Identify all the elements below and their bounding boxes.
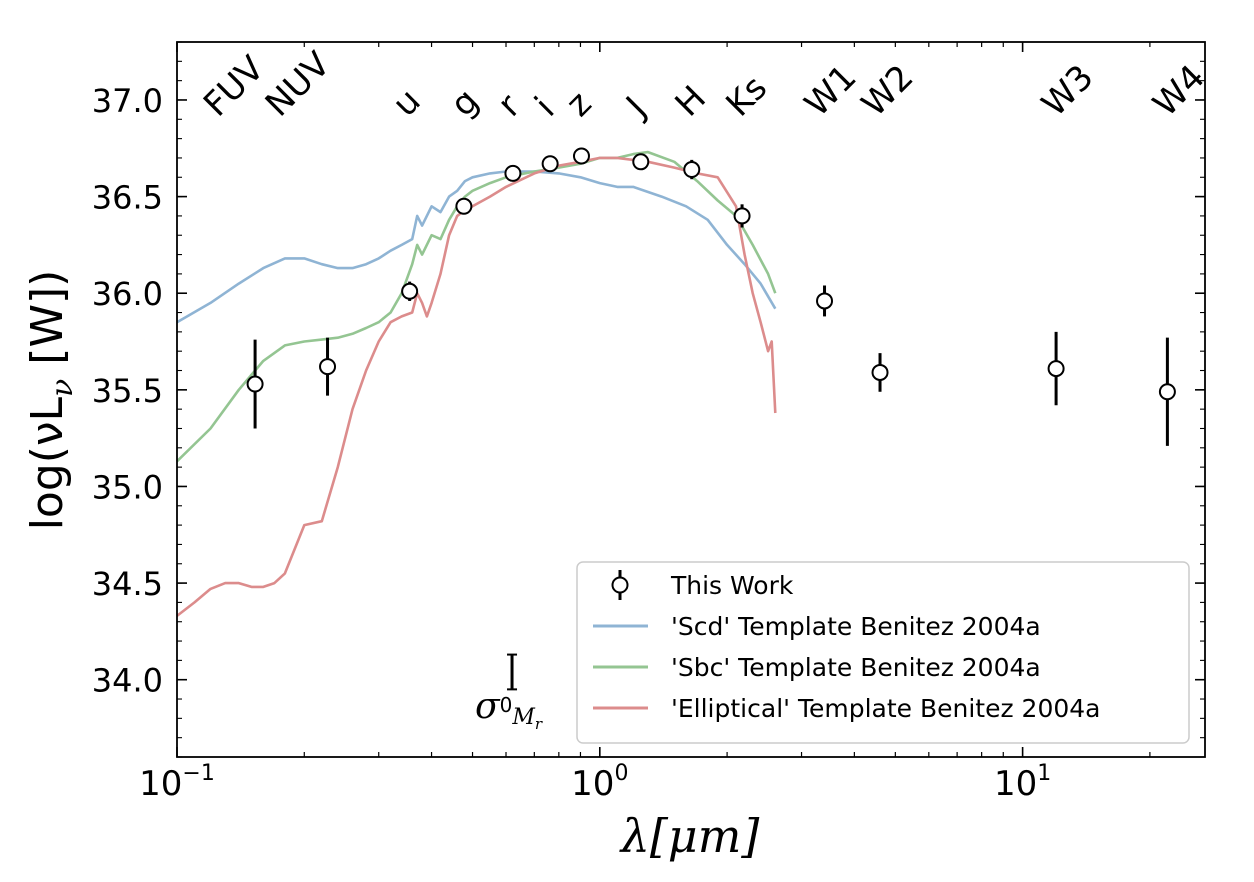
band-label: W2: [854, 57, 921, 124]
x-axis-label-symbol: λ: [619, 809, 650, 863]
legend-entry-label: This Work: [670, 571, 794, 600]
band-label: W1: [797, 57, 864, 124]
data-point: [246, 375, 264, 393]
plot-frame: [176, 41, 1206, 758]
data-point: [871, 363, 889, 381]
x-axis-label: λ[μm]: [619, 809, 760, 863]
legend: This Work 'Scd' Template Benitez 2004a 'Sb…: [576, 561, 1190, 744]
y-tick-label: 35.5: [92, 372, 163, 410]
curve-elliptical: [176, 156, 777, 617]
data-point: [455, 197, 473, 215]
data-point: [504, 164, 522, 182]
y-tick-label: 35.0: [92, 468, 163, 506]
legend-entry-label: 'Elliptical' Template Benitez 2004a: [671, 694, 1101, 723]
data-point: [816, 292, 834, 310]
band-label: g: [443, 81, 487, 125]
y-tick-label: 36.5: [92, 179, 163, 217]
x-tick-label: 100: [571, 761, 628, 804]
sigma-annotation: σ0Mr: [475, 653, 543, 733]
legend-marker: [611, 576, 629, 594]
band-label: W4: [1145, 57, 1212, 124]
y-axis-label-main: log(νL: [22, 396, 73, 530]
axis-ticks: 10−1 100 101 34.0 34.5 35.0 35.5 36.0 36.5 37.0: [92, 41, 1205, 804]
y-tick-label: 36.0: [92, 275, 163, 313]
y-tick-label: 34.5: [92, 565, 163, 603]
band-label: z: [559, 84, 600, 125]
band-label: H: [668, 78, 714, 124]
y-axis-label: log(νLν [W]): [22, 270, 80, 531]
y-tick-label: 37.0: [92, 82, 163, 120]
data-point: [683, 161, 701, 179]
data-point: [541, 155, 559, 173]
data-points: [246, 147, 1176, 446]
curve-scd: [176, 170, 777, 324]
data-point: [733, 207, 751, 225]
band-label: NUV: [258, 44, 338, 124]
sigma-label: σ0Mr: [475, 686, 543, 733]
x-tick-label: 10−1: [139, 761, 215, 804]
y-axis-label-sub: ν: [45, 379, 80, 397]
data-point: [572, 147, 590, 165]
curve-sbc: [176, 150, 777, 463]
band-label: u: [385, 81, 429, 125]
legend-box: [576, 561, 1190, 744]
template-curves: [176, 150, 777, 617]
band-label: J: [617, 89, 654, 126]
legend-entry-label: 'Scd' Template Benitez 2004a: [671, 612, 1041, 641]
legend-entry-label: 'Sbc' Template Benitez 2004a: [671, 653, 1041, 682]
y-axis-label-unit: [W]): [22, 270, 73, 379]
x-axis-label-unit: [μm]: [650, 809, 759, 863]
band-label: i: [527, 90, 562, 125]
data-point: [401, 282, 419, 300]
data-point: [632, 153, 650, 171]
band-label: FUV: [196, 49, 272, 125]
data-point: [1047, 360, 1065, 378]
band-label: Ks: [718, 68, 775, 125]
band-label: r: [490, 86, 528, 124]
band-label: W3: [1034, 57, 1101, 124]
y-tick-label: 34.0: [92, 662, 163, 700]
x-tick-label: 101: [994, 761, 1051, 804]
data-point: [1158, 383, 1176, 401]
data-point: [319, 358, 337, 376]
